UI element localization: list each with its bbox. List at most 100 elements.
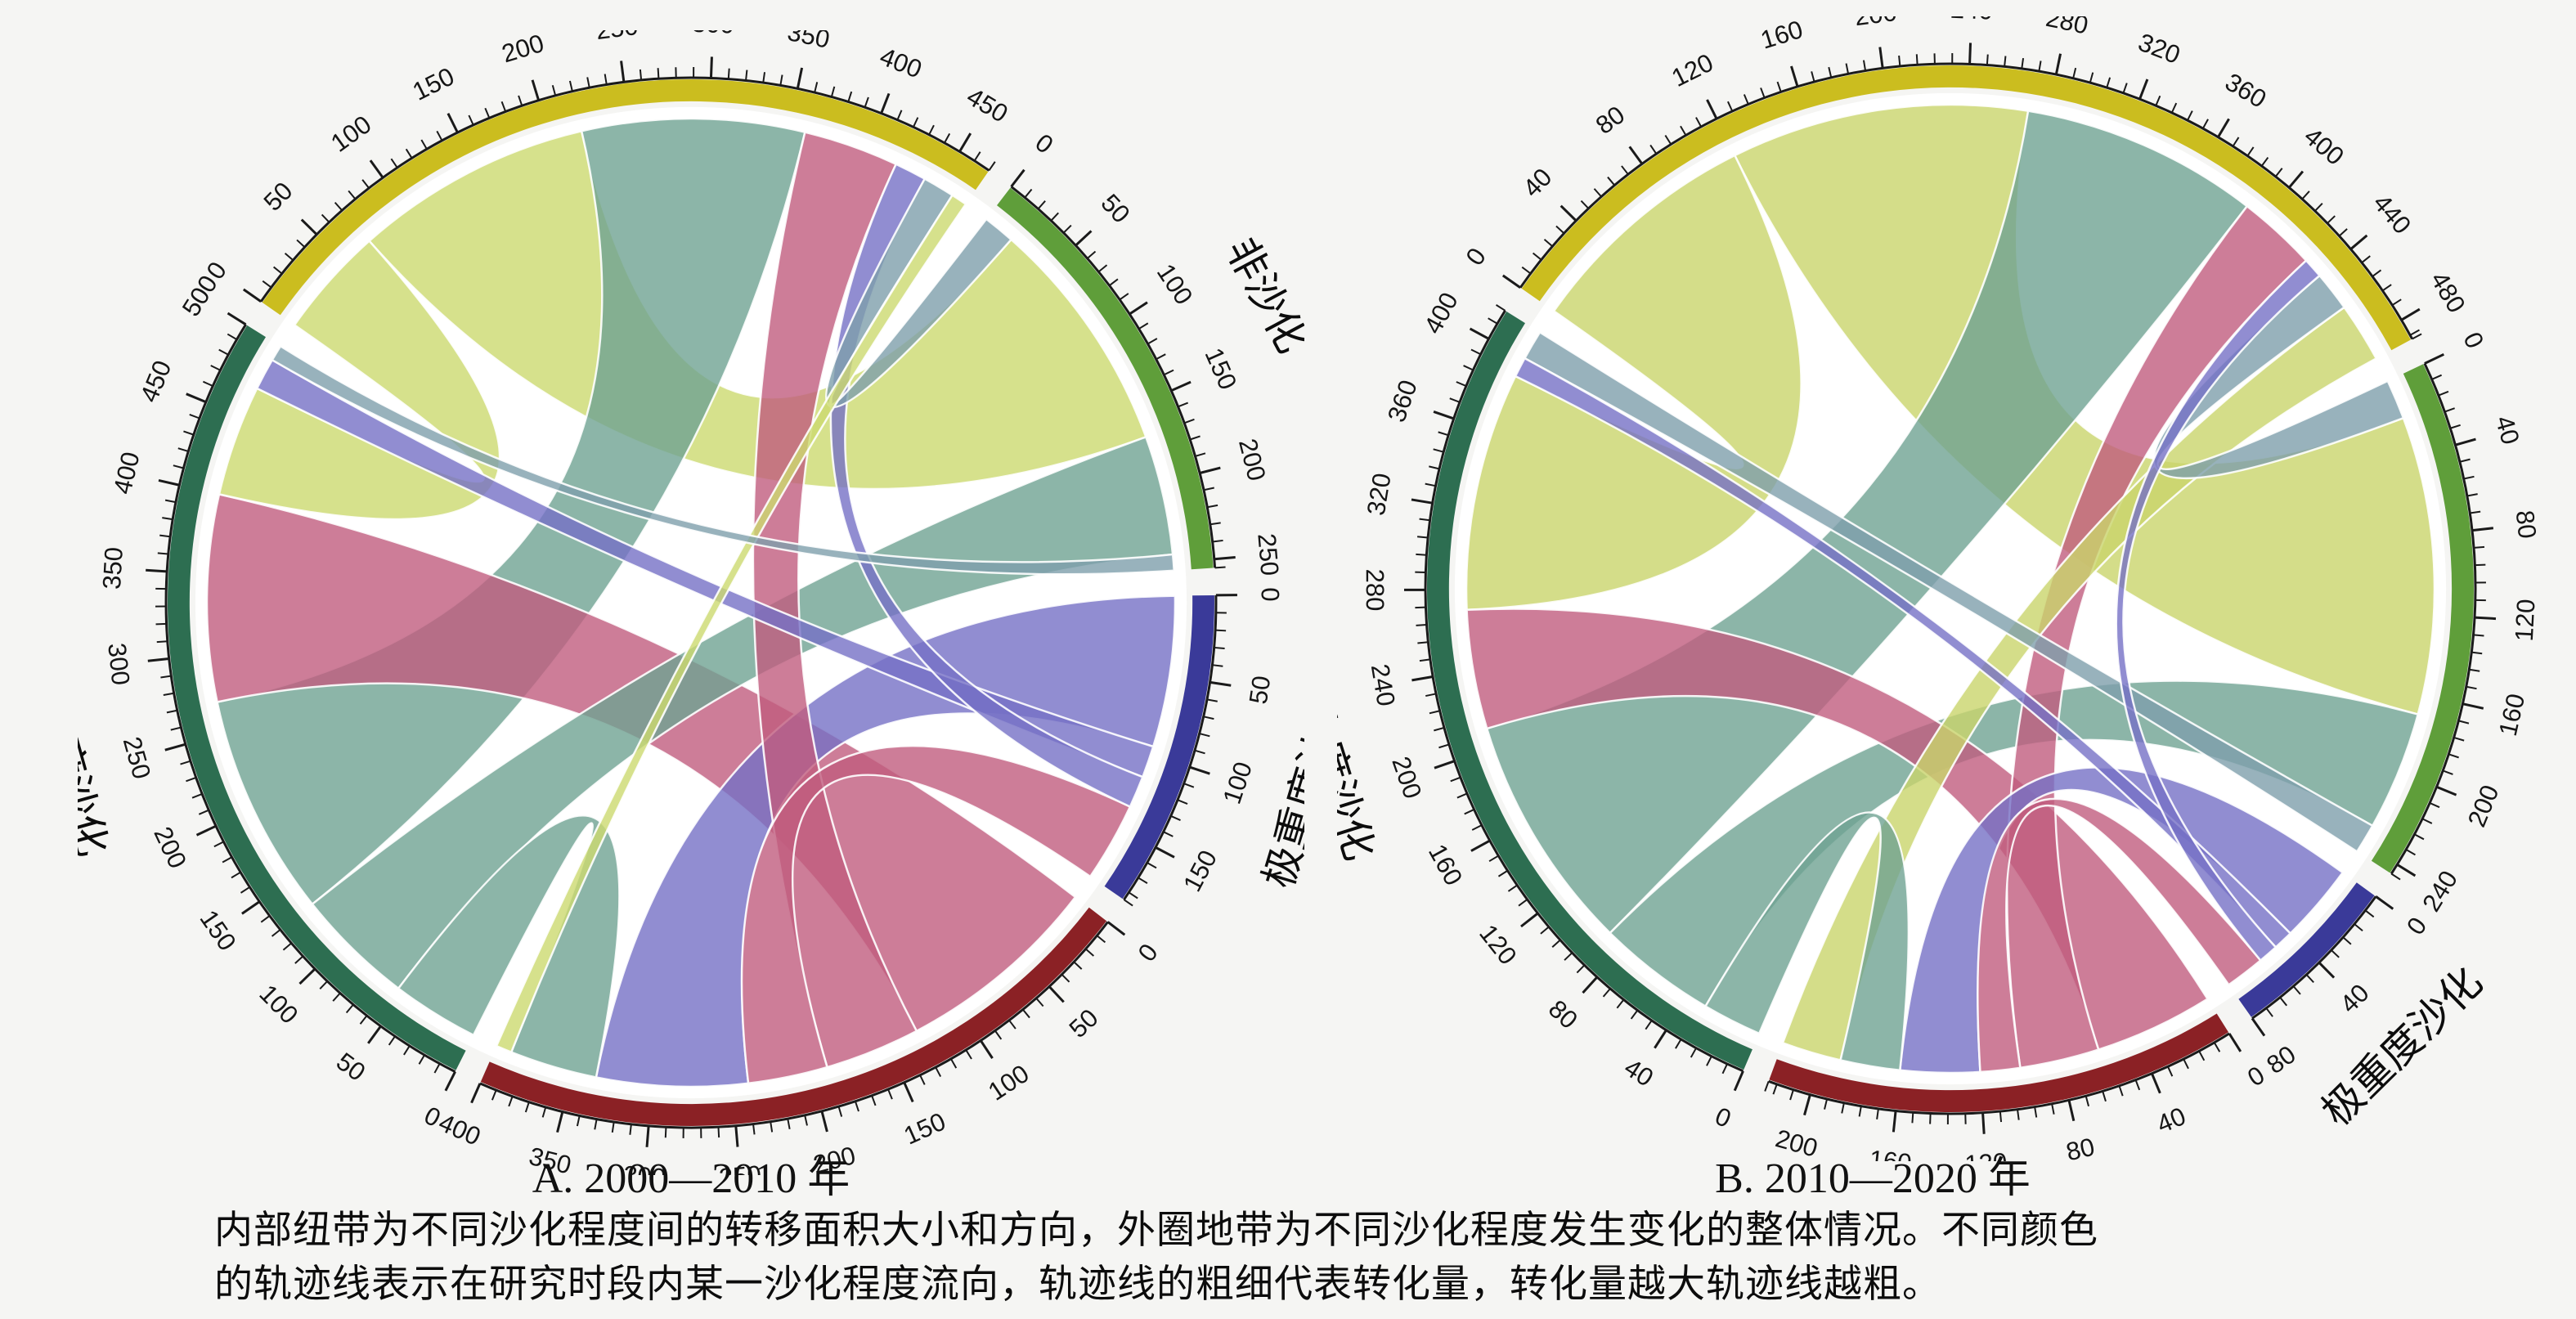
axis-tick (2118, 1085, 2124, 1097)
flow-ribbon (1514, 357, 2291, 949)
axis-tick (2463, 475, 2475, 480)
axis-tick (935, 1066, 942, 1078)
axis-tick (2414, 833, 2425, 841)
axis-tick (896, 110, 903, 121)
axis-tick (1551, 939, 1561, 948)
axis-tick (1532, 252, 1542, 261)
axis-tick (2051, 1103, 2055, 1115)
axis-tick (1438, 431, 1449, 437)
axis-tick (2187, 110, 2193, 121)
axis-tick (1209, 680, 1232, 687)
figure-note: 内部纽带为不同沙化程度间的转移面积大小和方向，外圈地带为不同沙化程度发生变化的整… (214, 1204, 2576, 1312)
axis-tick (2469, 668, 2480, 672)
axis-tick (2375, 895, 2394, 910)
tick-label: 240 (2417, 865, 2463, 916)
axis-tick (157, 552, 168, 555)
tick-label: 0 (1133, 938, 1164, 967)
axis-tick (2170, 102, 2178, 114)
axis-tick (1518, 899, 1528, 907)
axis-tick (1521, 266, 1532, 275)
axis-tick (447, 113, 459, 133)
axis-tick (227, 312, 247, 326)
axis-tick (1189, 765, 1210, 775)
axis-tick (160, 675, 172, 679)
axis-tick (928, 124, 935, 136)
axis-tick (1986, 54, 1989, 65)
axis-tick (1433, 448, 1444, 453)
axis-tick (500, 101, 507, 112)
axis-tick (2106, 77, 2112, 88)
axis-tick (1203, 487, 1214, 491)
tick-label: 0 (2242, 1061, 2269, 1092)
axis-tick (1199, 733, 1210, 738)
axis-tick (164, 499, 177, 504)
axis-tick (1488, 855, 1499, 863)
sector-band (1769, 1013, 2228, 1112)
axis-tick (2459, 458, 2471, 463)
axis-tick (2004, 56, 2007, 67)
axis-tick (2151, 1073, 2161, 1094)
axis-tick (1706, 99, 1718, 119)
axis-tick (2474, 616, 2497, 621)
axis-tick (1560, 204, 1577, 222)
axis-tick (1607, 176, 1616, 186)
axis-tick (1555, 225, 1565, 235)
axis-tick (2442, 769, 2453, 775)
axis-tick (321, 213, 330, 223)
axis-tick (222, 856, 232, 864)
axis-tick (1215, 629, 1227, 632)
axis-tick (1147, 338, 1158, 345)
axis-tick (1915, 54, 1919, 65)
axis-tick (1845, 63, 1850, 74)
sector-axis (1123, 594, 1218, 901)
axis-tick (2279, 997, 2288, 1007)
axis-tick (2421, 818, 2433, 824)
axis-tick (745, 70, 748, 81)
axis-tick (1010, 168, 1025, 188)
axis-tick (420, 139, 428, 150)
tick-label: 50 (1095, 188, 1135, 228)
axis-tick (2354, 923, 2363, 932)
axis-tick (1087, 250, 1097, 259)
axis-tick (2089, 72, 2094, 83)
axis-tick (1649, 144, 1658, 155)
axis-tick (1543, 239, 1554, 248)
axis-tick (2473, 545, 2485, 549)
axis-tick (272, 266, 283, 275)
axis-tick (1501, 274, 1521, 289)
tick-label: 350 (97, 546, 128, 590)
axis-tick (1008, 1020, 1016, 1030)
axis-tick (2072, 67, 2077, 79)
axis-tick (1764, 1080, 1770, 1092)
axis-tick (1628, 146, 1644, 165)
axis-tick (1898, 55, 1901, 67)
axis-tick (1862, 60, 1867, 71)
axis-tick (1417, 641, 1429, 644)
axis-tick (1520, 912, 1539, 928)
axis-tick (1183, 418, 1195, 424)
axis-tick (1593, 188, 1602, 198)
axis-tick (183, 430, 195, 436)
axis-tick (2246, 146, 2255, 157)
axis-tick (2444, 407, 2455, 413)
tick-label: 40 (1517, 163, 1557, 203)
axis-tick (173, 464, 184, 469)
tick-label: 100 (1218, 758, 1258, 807)
axis-tick (1425, 693, 1437, 698)
axis-tick (2381, 284, 2392, 292)
axis-tick (944, 132, 951, 144)
axis-tick (1876, 1108, 1879, 1119)
axis-tick (345, 1003, 354, 1014)
axis-tick (1194, 749, 1205, 755)
tick-label: 350 (785, 30, 832, 54)
axis-tick (1109, 278, 1119, 286)
axis-tick (1156, 353, 1166, 361)
axis-tick (1035, 998, 1044, 1007)
axis-tick (1968, 43, 1972, 65)
tick-label: 450 (962, 82, 1012, 128)
axis-tick (779, 74, 783, 86)
axis-tick (2429, 801, 2440, 809)
axis-tick (1022, 1008, 1030, 1019)
axis-tick (2331, 949, 2340, 958)
chord-diagram-2010-2020: 04080120160200240280320360400440480轻度沙化0… (1290, 0, 2576, 1259)
